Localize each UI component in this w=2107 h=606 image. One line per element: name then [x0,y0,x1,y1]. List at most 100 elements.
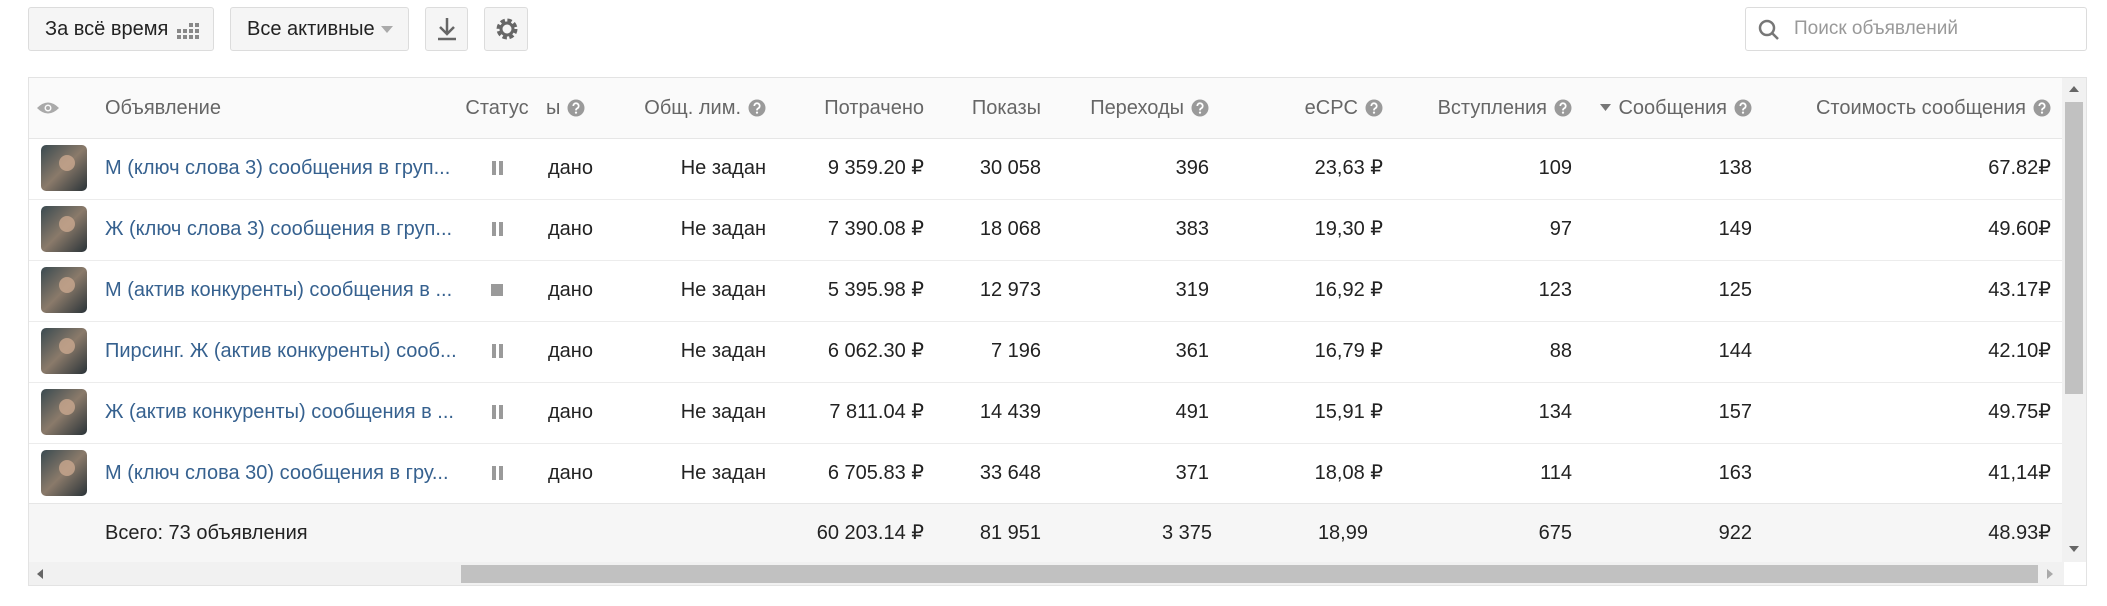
settings-button[interactable] [484,7,528,51]
cell-value: 18,08 ₽ [1314,462,1383,484]
cell-value: 109 [1538,157,1572,179]
table-row[interactable] [29,382,2064,444]
status-icon [492,344,503,358]
table: Объявление Статус ы Общ. лим. Потрачено Показ… [28,77,2087,586]
cell-value: дано [548,157,593,179]
cell-value: 42.10₽ [1988,340,2051,362]
footer-value: 3 375 [1161,522,1212,544]
cell-value: 125 [1718,279,1752,301]
period-label: За всё время [45,18,169,40]
ad-thumbnail [41,267,87,313]
cell-value: 491 [1175,401,1209,423]
dropdown-arrow [381,26,393,33]
cell-value: 49.75₽ [1988,401,2051,423]
column-header: Сообщения [1618,97,1727,119]
footer-value: 60 203.14 ₽ [816,522,924,544]
ad-name: Ж (ключ слова 3) сообщения в груп... [105,218,453,240]
column-header: Показы [971,97,1041,119]
ad-thumbnail [41,389,87,435]
period-button[interactable]: За всё время [28,7,214,51]
download-icon [438,18,456,41]
ad-thumbnail [41,145,87,191]
cell-value: 14 439 [979,401,1041,423]
help-icon [1365,99,1383,117]
cell-value: 371 [1175,462,1209,484]
help-icon [1734,99,1752,117]
cell-value: дано [548,340,593,362]
ad-thumbnail [41,450,87,496]
cell-value: 157 [1718,401,1752,423]
cell-value: 67.82₽ [1988,157,2051,179]
ad-name: М (ключ слова 30) сообщения в гру... [105,462,449,484]
cell-value: 114 [1540,462,1572,484]
ad-thumbnail [41,328,87,374]
grid-icon [177,23,199,39]
cell-value: 12 973 [979,279,1041,301]
help-icon [1554,99,1572,117]
filter-label: Все активные [247,18,375,40]
table-row[interactable] [29,138,2064,200]
column-header: Потрачено [824,97,924,119]
cell-value: 163 [1718,462,1752,484]
cell-value: дано [548,401,593,423]
cell-value: Не задан [680,279,766,301]
status-icon [492,161,503,175]
v-scroll-thumb[interactable] [2065,102,2083,394]
column-header: Общ. лим. [644,97,741,119]
filter-button[interactable]: Все активные [230,7,409,51]
cell-value: Не задан [680,157,766,179]
ad-name: Пирсинг. Ж (актив конкуренты) сооб... [105,340,457,362]
ad-name: Ж (актив конкуренты) сообщения в ... [105,401,454,423]
cell-value: 144 [1718,340,1752,362]
sort-arrow [1600,104,1611,111]
cell-value: дано [548,218,593,240]
ad-name: М (ключ слова 3) сообщения в груп... [105,157,451,179]
table-row[interactable] [29,321,2064,383]
table-row[interactable] [29,199,2064,261]
h-scroll-thumb[interactable] [461,565,2038,583]
footer-value: 18,99 [1317,522,1368,544]
column-header: Стоимость сообщения [1815,97,2026,119]
scroll-right [2047,569,2053,579]
header-row [29,78,2064,139]
scroll-left [37,569,43,579]
cell-value: Не задан [680,401,766,423]
ad-thumbnail [41,206,87,252]
settings-icon [496,18,518,40]
footer-value: 922 [1718,522,1752,544]
help-icon [567,99,585,117]
cell-value: 5 395.98 ₽ [827,279,924,301]
table-row[interactable] [29,260,2064,322]
footer-value: 48.93₽ [1988,522,2051,544]
cell-value: Не задан [680,340,766,362]
cell-value: дано [548,279,593,301]
column-header: Статус [465,97,529,119]
cell-value: 16,92 ₽ [1314,279,1383,301]
cell-value: 149 [1718,218,1752,240]
cell-value: 9 359.20 ₽ [827,157,924,179]
cell-value: 361 [1175,340,1209,362]
scroll-down [2069,546,2079,552]
cell-value: 33 648 [979,462,1041,484]
search-box[interactable]: Поиск объявлений [1745,7,2087,51]
cell-value: 7 811.04 ₽ [829,401,924,423]
column-header: Переходы [1090,97,1184,119]
help-icon [1191,99,1209,117]
cell-value: 18 068 [979,218,1041,240]
download-button[interactable] [425,7,468,51]
cell-value: 16,79 ₽ [1314,340,1383,362]
footer-value: 81 951 [979,522,1041,544]
column-header: eCPC [1304,97,1358,119]
cell-value: 7 196 [990,340,1041,362]
cell-value: 41,14₽ [1988,462,2051,484]
search-icon [1758,19,1779,40]
cell-value: 19,30 ₽ [1314,218,1383,240]
cell-value: 123 [1538,279,1572,301]
help-icon [2033,99,2051,117]
cell-value: Не задан [680,218,766,240]
cell-value: 383 [1175,218,1209,240]
search-placeholder: Поиск объявлений [1794,18,1958,39]
cell-value: 6 062.30 ₽ [827,340,924,362]
ad-name: М (актив конкуренты) сообщения в ... [105,279,453,301]
